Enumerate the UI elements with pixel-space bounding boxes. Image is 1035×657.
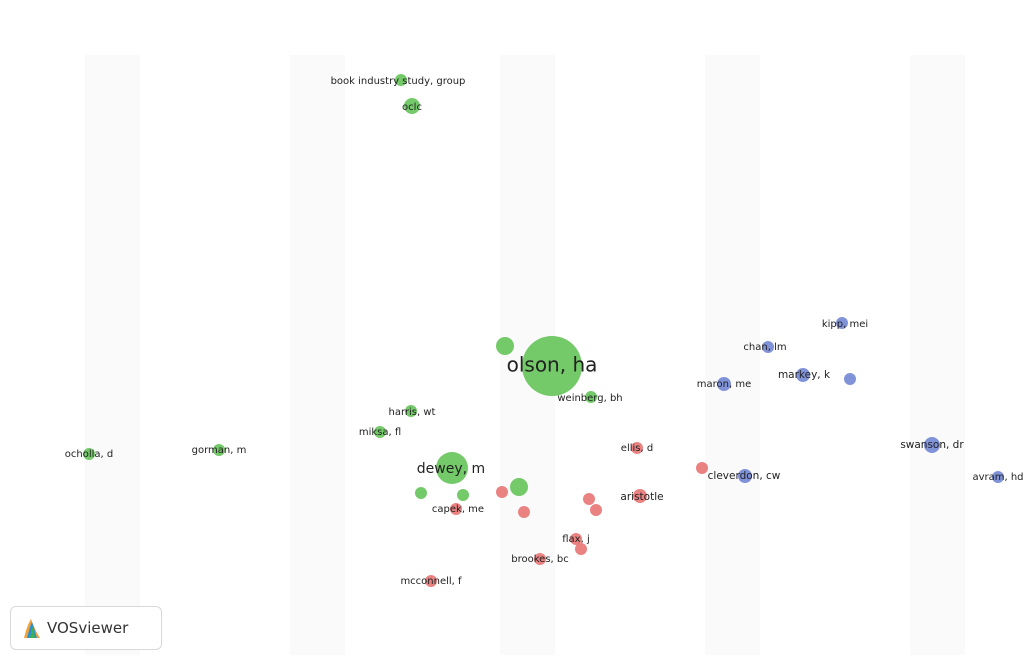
node-g4[interactable]	[510, 478, 528, 496]
node-label-bookindustry[interactable]: book industry study, group	[331, 76, 466, 87]
node-g3[interactable]	[457, 489, 469, 501]
node-g2[interactable]	[415, 487, 427, 499]
node-brookes[interactable]	[534, 553, 546, 565]
node-harris[interactable]	[405, 405, 417, 417]
node-label-capek[interactable]: capek, me	[432, 504, 484, 515]
node-ellis[interactable]	[631, 442, 643, 454]
grid-band	[290, 55, 345, 655]
node-maron[interactable]	[717, 377, 731, 391]
node-label-miksa[interactable]: miksa, fl	[359, 427, 401, 438]
node-label-maron[interactable]: maron, me	[697, 379, 751, 390]
node-label-avram[interactable]: avram, hd	[972, 472, 1023, 483]
node-label-ocholla[interactable]: ocholla, d	[65, 449, 113, 460]
node-aristotle[interactable]	[633, 489, 647, 503]
vosviewer-label: VOSviewer	[47, 619, 129, 637]
node-r6[interactable]	[696, 462, 708, 474]
node-label-chan[interactable]: chan, lm	[743, 342, 786, 353]
node-g1[interactable]	[496, 337, 514, 355]
node-r2[interactable]	[518, 506, 530, 518]
node-label-markey[interactable]: markey, k	[778, 369, 831, 381]
node-chan[interactable]	[762, 341, 774, 353]
node-olson[interactable]	[522, 336, 582, 396]
node-label-swanson[interactable]: swanson, dr	[900, 439, 964, 451]
node-label-oclc[interactable]: oclc	[402, 102, 422, 113]
node-swanson[interactable]	[924, 437, 940, 453]
node-miksa[interactable]	[374, 426, 386, 438]
node-dewey[interactable]	[436, 452, 468, 484]
network-labels: olson, ha dewey, m oclc book industry study…	[65, 76, 1024, 587]
node-r4[interactable]	[590, 504, 602, 516]
node-label-brookes[interactable]: brookes, bc	[511, 554, 568, 565]
node-label-mcconnell[interactable]: mcconnell, f	[400, 576, 462, 587]
node-label-aristotle[interactable]: aristotle	[620, 491, 663, 503]
node-r1[interactable]	[496, 486, 508, 498]
node-bookindustry[interactable]	[395, 74, 407, 86]
background-grid	[85, 55, 965, 655]
grid-band	[85, 55, 140, 655]
vosviewer-logo-icon	[24, 619, 40, 638]
node-label-harris[interactable]: harris, wt	[389, 407, 436, 418]
node-label-olson[interactable]: olson, ha	[507, 353, 598, 377]
node-cleverdon[interactable]	[738, 469, 752, 483]
network-nodes	[83, 74, 1004, 587]
vosviewer-watermark[interactable]: VOSviewer	[10, 606, 162, 650]
node-mcconnell[interactable]	[425, 575, 437, 587]
grid-band	[705, 55, 760, 655]
node-gorman[interactable]	[213, 444, 225, 456]
node-label-flax[interactable]: flax, j	[562, 534, 589, 545]
node-label-ellis[interactable]: ellis, d	[621, 443, 653, 454]
node-label-dewey[interactable]: dewey, m	[417, 461, 485, 477]
node-flax[interactable]	[570, 533, 582, 545]
node-label-cleverdon[interactable]: cleverdon, cw	[708, 470, 781, 482]
node-oclc[interactable]	[404, 98, 420, 114]
node-kipp[interactable]	[836, 317, 848, 329]
node-label-gorman[interactable]: gorman, m	[192, 445, 247, 456]
node-label-kipp[interactable]: kipp, mei	[822, 319, 868, 330]
node-label-weinberg[interactable]: weinberg, bh	[557, 393, 622, 404]
grid-band	[910, 55, 965, 655]
node-markey[interactable]	[796, 368, 810, 382]
node-avram[interactable]	[992, 471, 1004, 483]
node-b1[interactable]	[844, 373, 856, 385]
node-weinberg[interactable]	[585, 391, 597, 403]
node-capek[interactable]	[450, 503, 462, 515]
node-r3[interactable]	[583, 493, 595, 505]
node-r5[interactable]	[575, 543, 587, 555]
node-ocholla[interactable]	[83, 448, 95, 460]
